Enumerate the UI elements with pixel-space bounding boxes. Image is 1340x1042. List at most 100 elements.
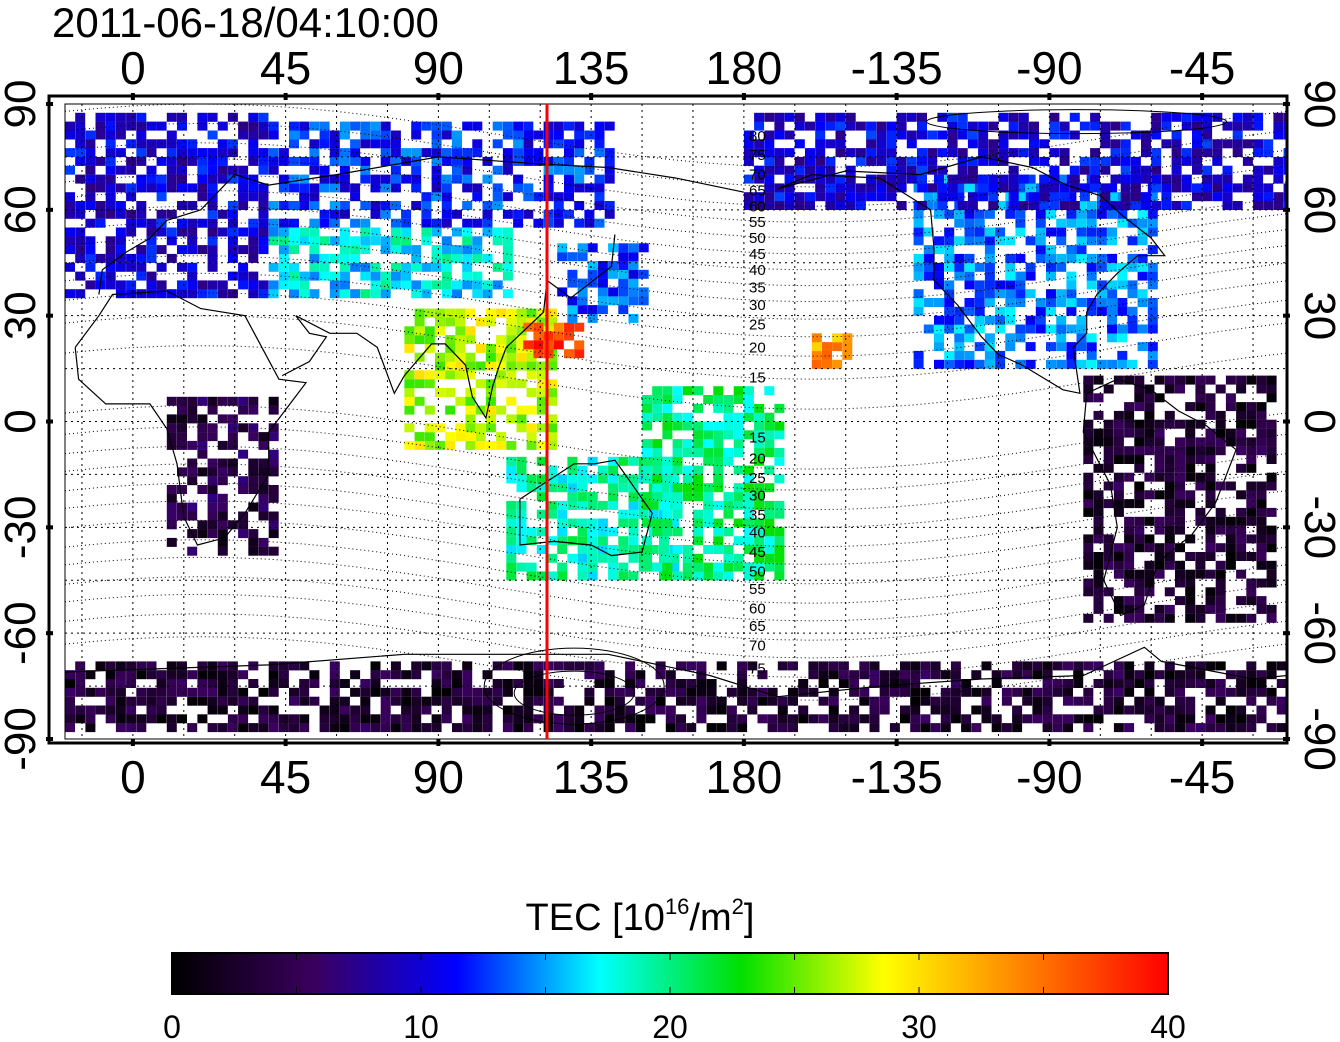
tec-cell <box>513 130 524 140</box>
tec-cell <box>1263 165 1274 175</box>
tec-cell <box>577 278 588 288</box>
tec-cell <box>166 156 177 166</box>
tec-cell <box>1154 670 1165 680</box>
tec-cell <box>777 723 788 733</box>
tec-cell <box>981 705 992 715</box>
tec-cell <box>526 388 537 397</box>
tec-cell <box>1086 350 1097 360</box>
tec-cell <box>502 253 513 263</box>
tec-cell <box>1266 604 1277 614</box>
tec-cell <box>1113 679 1124 688</box>
tec-cell <box>1130 156 1141 166</box>
tec-cell <box>1069 130 1080 140</box>
tec-cell <box>75 139 86 149</box>
tec-cell <box>1144 613 1155 623</box>
tec-cell <box>105 148 116 158</box>
tec-cell <box>547 423 557 433</box>
tec-cell <box>1175 446 1185 456</box>
tec-cell <box>1113 499 1124 509</box>
tec-cell <box>136 670 147 680</box>
tec-cell <box>1246 419 1257 429</box>
tec-cell <box>822 350 832 360</box>
tec-cell <box>1236 446 1247 456</box>
tec-cell <box>564 148 574 158</box>
tec-cell <box>838 661 849 671</box>
tec-cell <box>207 705 218 715</box>
tec-cell <box>608 527 619 537</box>
tec-cell <box>557 536 568 546</box>
tec-cell <box>913 306 924 316</box>
tec-cell <box>577 500 588 510</box>
tec-cell <box>217 174 228 184</box>
tec-cell <box>757 714 768 724</box>
tec-cell <box>75 271 86 281</box>
tec-cell <box>1192 112 1202 122</box>
tec-cell <box>947 112 958 122</box>
lat-tick-label: -30 <box>0 496 45 560</box>
tec-cell <box>1253 112 1264 122</box>
tec-cell <box>197 414 208 424</box>
tec-cell <box>496 405 507 415</box>
tec-cell <box>289 289 299 299</box>
tec-cell <box>1154 705 1165 715</box>
tec-cell <box>974 359 985 369</box>
tec-cell <box>1066 350 1077 360</box>
tec-cell <box>1273 156 1284 166</box>
tec-cell <box>628 278 639 288</box>
tec-cell <box>289 130 299 140</box>
tec-cell <box>1185 375 1196 385</box>
tec-cell <box>526 474 537 484</box>
tec-cell <box>1147 280 1158 290</box>
tec-cell <box>866 192 877 202</box>
tec-cell <box>1090 112 1101 122</box>
tec-cell <box>431 262 442 272</box>
tec-cell <box>1195 481 1206 491</box>
tec-cell <box>1225 723 1236 733</box>
tec-cell <box>441 289 452 299</box>
tec-cell <box>299 289 310 299</box>
tec-cell <box>1195 393 1206 403</box>
tec-cell <box>930 696 941 706</box>
magnetic-latitude-label: 15 <box>749 369 766 386</box>
tec-cell <box>452 174 462 184</box>
tec-cell <box>584 209 595 219</box>
tec-cell <box>1266 384 1277 394</box>
tec-cell <box>380 148 391 158</box>
tec-cell <box>587 536 598 546</box>
tec-cell <box>502 227 513 237</box>
tec-cell <box>1236 613 1247 623</box>
tec-cell <box>248 502 259 512</box>
tec-cell <box>1246 402 1257 412</box>
tec-cell <box>910 696 921 706</box>
tec-cell <box>485 423 496 433</box>
tec-cell <box>1035 218 1046 228</box>
tec-cell <box>693 492 703 502</box>
magnetic-latitude-curve <box>65 315 1287 380</box>
tec-cell <box>1266 534 1277 544</box>
tec-cell <box>886 139 897 149</box>
tec-cell <box>733 500 744 510</box>
tec-cell <box>1154 393 1165 403</box>
tec-cell <box>166 520 177 530</box>
tec-cell <box>370 262 381 272</box>
tec-cell <box>1164 490 1175 500</box>
tec-cell <box>258 467 269 477</box>
tec-cell <box>917 121 927 131</box>
tec-cell <box>876 156 887 166</box>
tec-cell <box>1266 543 1277 553</box>
tec-cell <box>105 687 116 697</box>
tec-cell <box>723 456 734 466</box>
tec-cell <box>1103 428 1114 438</box>
magnetic-latitude-label: 65 <box>749 618 766 635</box>
tec-cell <box>567 456 578 466</box>
tec-cell <box>268 130 279 140</box>
tec-cell <box>370 679 381 688</box>
tec-cell <box>608 296 619 306</box>
tec-cell <box>733 448 744 457</box>
tec-cell <box>557 252 568 262</box>
tec-cell <box>465 432 476 442</box>
tec-cell <box>238 201 249 210</box>
magnetic-latitude-curve <box>65 556 1287 622</box>
tec-cell <box>543 331 554 341</box>
tec-cell <box>452 227 462 237</box>
